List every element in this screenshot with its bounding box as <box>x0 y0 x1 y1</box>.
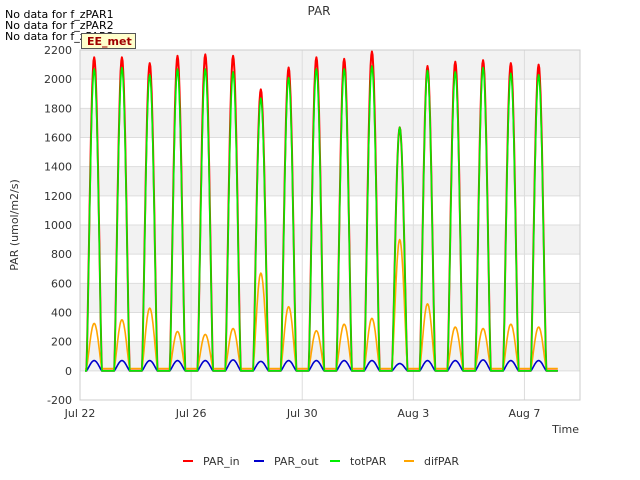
series-totpar <box>85 65 558 372</box>
series-difpar <box>85 238 558 370</box>
y-tick-label: 1000 <box>44 219 72 232</box>
plot-band <box>80 108 580 138</box>
x-axis-ticks: Jul 22 Jul 26 Jul 30 Aug 3 Aug 7 <box>64 407 541 420</box>
y-tick-label: 1600 <box>44 132 72 145</box>
x-tick-label: Jul 26 <box>175 407 207 420</box>
no-data-notice-2: No data for f_zPAR2 <box>5 19 114 32</box>
x-tick-label: Jul 22 <box>64 407 96 420</box>
legend-label: PAR_in <box>203 455 240 468</box>
legend-label: totPAR <box>350 455 387 468</box>
legend-label: difPAR <box>424 455 459 468</box>
x-tick-label: Aug 7 <box>508 407 540 420</box>
plot-band <box>80 166 580 196</box>
no-data-notice-1: No data for f_zPAR1 <box>5 8 114 21</box>
y-tick-label: 800 <box>51 248 72 261</box>
y-tick-label: 400 <box>51 307 72 320</box>
x-tick-label: Jul 30 <box>286 407 318 420</box>
series-lines <box>85 50 558 372</box>
plot-band <box>80 341 580 371</box>
y-tick-label: 200 <box>51 336 72 349</box>
legend-label: PAR_out <box>274 455 319 468</box>
y-tick-label: -200 <box>47 394 72 407</box>
plot-band <box>80 50 580 80</box>
gridlines <box>79 49 581 401</box>
legend: PAR_in PAR_out totPAR difPAR <box>183 455 459 468</box>
series-par-out <box>85 359 558 372</box>
site-badge: EE_met <box>81 33 136 49</box>
y-axis-ticks: -200 0 200 400 600 800 1000 1200 1400 1600 1800 200… <box>44 44 72 407</box>
y-tick-label: 1200 <box>44 190 72 203</box>
plot-band <box>80 283 580 313</box>
chart-title: PAR <box>307 4 330 18</box>
plot-border <box>79 49 581 401</box>
plot-band <box>80 225 580 255</box>
y-tick-label: 1800 <box>44 102 72 115</box>
y-tick-label: 1400 <box>44 161 72 174</box>
y-tick-label: 2000 <box>44 73 72 86</box>
x-axis-label: Time <box>551 423 579 436</box>
y-tick-label: 0 <box>65 365 72 378</box>
y-axis-label: PAR (umol/m2/s) <box>8 179 21 271</box>
y-tick-label: 2200 <box>44 44 72 57</box>
y-tick-label: 600 <box>51 277 72 290</box>
x-tick-label: Aug 3 <box>397 407 429 420</box>
